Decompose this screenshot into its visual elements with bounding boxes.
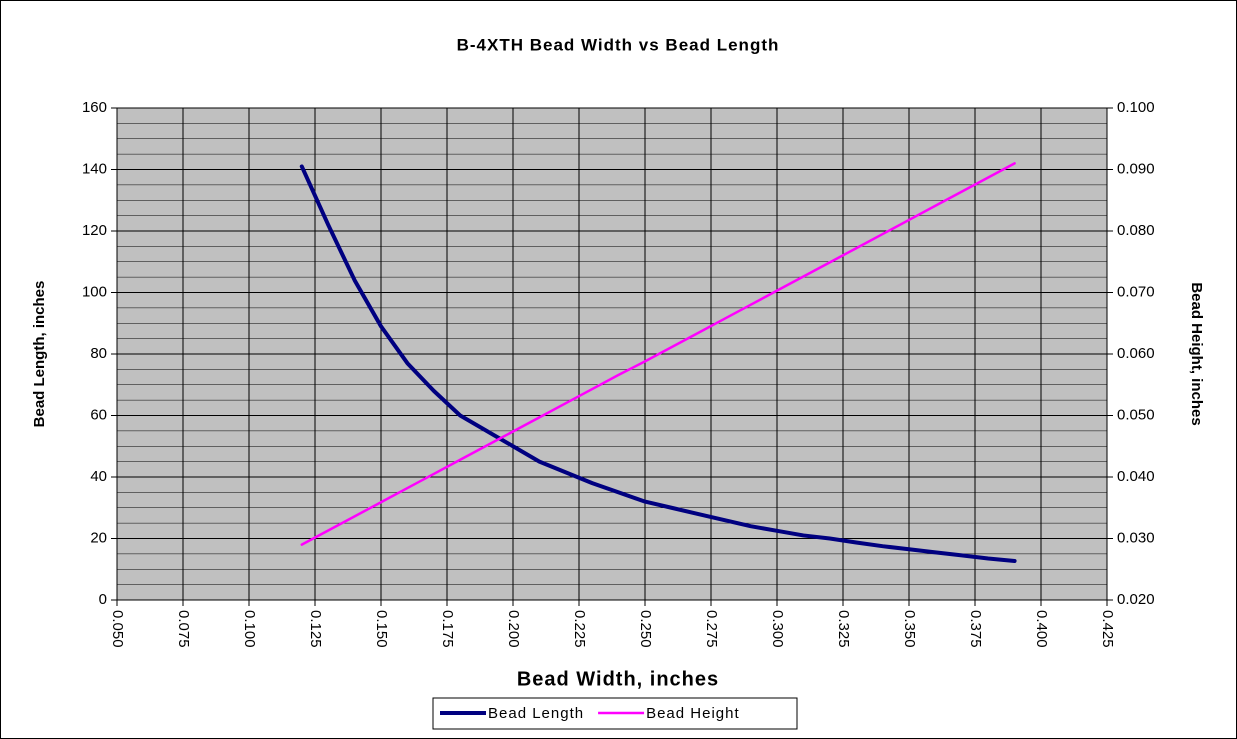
x-tick-label: 0.425: [1099, 610, 1116, 648]
x-tick-label: 0.325: [835, 610, 852, 648]
y2-tick-label: 0.070: [1117, 283, 1155, 300]
x-tick-label: 0.175: [439, 610, 456, 648]
y-tick-label: 80: [90, 345, 107, 362]
y-tick-label: 60: [90, 406, 107, 423]
x-tick-label: 0.375: [967, 610, 984, 648]
x-tick-label: 0.300: [769, 610, 786, 648]
series-line: [299, 164, 1017, 563]
chart-title: B-4XTH Bead Width vs Bead Length: [457, 35, 780, 54]
y2-tick-label: 0.100: [1117, 99, 1155, 116]
y2-tick-label: 0.090: [1117, 160, 1155, 177]
series-line: [300, 162, 1016, 546]
y-tick-label: 0: [99, 591, 107, 608]
x-tick-label: 0.200: [505, 610, 522, 648]
x-tick-label: 0.150: [373, 610, 390, 648]
x-tick-label: 0.275: [703, 610, 720, 648]
y2-axis-title: Bead Height, inches: [1188, 282, 1205, 425]
plot-border: [116, 107, 1108, 601]
x-tick-label: 0.075: [175, 610, 192, 648]
y2-tick-label: 0.030: [1117, 529, 1155, 546]
legend-label: Bead Height: [646, 705, 740, 722]
y2-tick-label: 0.080: [1117, 222, 1155, 239]
x-tick-label: 0.050: [109, 610, 126, 648]
y2-tick-label: 0.060: [1117, 345, 1155, 362]
x-tick-label: 0.225: [571, 610, 588, 648]
x-tick-label: 0.100: [241, 610, 258, 648]
y2-tick-label: 0.020: [1117, 591, 1155, 608]
x-tick-label: 0.125: [307, 610, 324, 648]
legend-label: Bead Length: [488, 705, 584, 722]
y-tick-label: 140: [82, 160, 107, 177]
x-tick-label: 0.350: [901, 610, 918, 648]
y-tick-label: 160: [82, 99, 107, 116]
y-tick-label: 120: [82, 222, 107, 239]
y-tick-label: 20: [90, 529, 107, 546]
y-axis-title: Bead Length, inches: [31, 281, 48, 428]
y2-tick-label: 0.040: [1117, 468, 1155, 485]
legend: Bead Length Bead Height: [432, 697, 798, 730]
x-tick-label: 0.250: [637, 610, 654, 648]
x-tick-label: 0.400: [1033, 610, 1050, 648]
x-axis-title: Bead Width, inches: [517, 668, 719, 690]
y2-tick-label: 0.050: [1117, 406, 1155, 423]
y-tick-label: 40: [90, 468, 107, 485]
y-tick-label: 100: [82, 283, 107, 300]
